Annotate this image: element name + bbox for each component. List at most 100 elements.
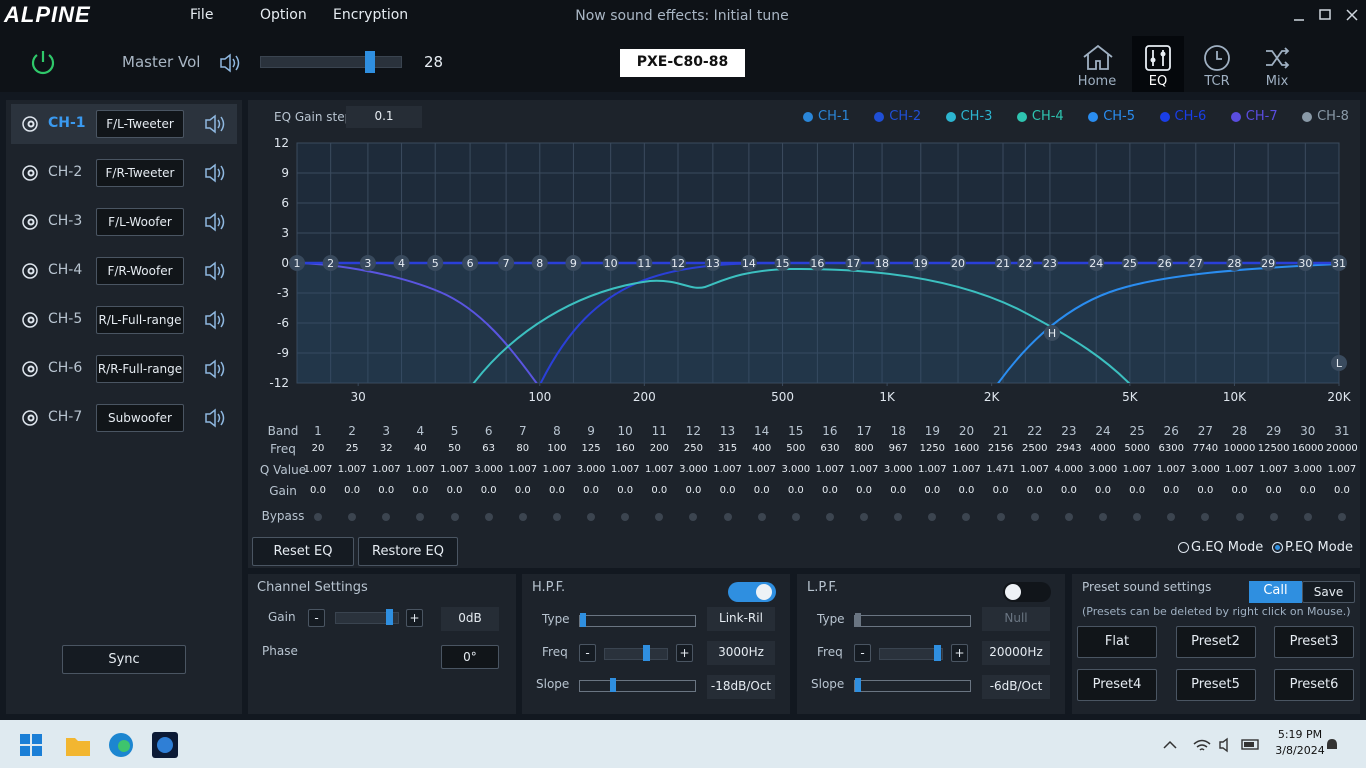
freq-value[interactable]: 20000Hz bbox=[982, 641, 1050, 665]
bypass-dot[interactable] bbox=[314, 513, 322, 521]
type-thumb[interactable] bbox=[855, 613, 861, 627]
type-slider[interactable] bbox=[854, 615, 971, 627]
gain-slider-thumb[interactable] bbox=[386, 609, 393, 625]
freq-value[interactable]: 3000Hz bbox=[707, 641, 775, 665]
bypass-dot[interactable] bbox=[416, 513, 425, 521]
bypass-dot[interactable] bbox=[860, 513, 869, 521]
channel-name[interactable]: R/R-Full-range bbox=[96, 355, 184, 383]
channel-id[interactable]: CH-7 bbox=[48, 409, 83, 425]
preset-button[interactable]: Preset5 bbox=[1175, 669, 1256, 701]
type-value[interactable]: Link-Ril bbox=[707, 607, 775, 631]
bypass-dot[interactable] bbox=[1133, 513, 1142, 521]
bypass-dot[interactable] bbox=[1064, 513, 1073, 521]
legend-label[interactable]: CH-4 bbox=[1031, 109, 1064, 124]
bypass-dot[interactable] bbox=[552, 513, 561, 521]
bypass-dot[interactable] bbox=[1235, 513, 1244, 521]
mode-radio[interactable] bbox=[1178, 542, 1189, 553]
master-vol-track[interactable] bbox=[260, 56, 402, 68]
bypass-dot[interactable] bbox=[894, 513, 903, 521]
home-icon[interactable] bbox=[1080, 43, 1116, 73]
slope-slider[interactable] bbox=[579, 680, 696, 692]
bypass-dot[interactable] bbox=[962, 513, 971, 521]
channel-speaker[interactable] bbox=[203, 259, 227, 283]
channel-name[interactable]: F/L-Woofer bbox=[96, 208, 184, 236]
call-button[interactable]: Call bbox=[1249, 581, 1302, 603]
nav-label[interactable]: EQ bbox=[1148, 74, 1168, 89]
legend-label[interactable]: CH-5 bbox=[1103, 109, 1136, 124]
channel-id[interactable]: CH-1 bbox=[48, 115, 86, 131]
bypass-dot[interactable] bbox=[996, 513, 1005, 521]
legend-label[interactable]: CH-7 bbox=[1245, 109, 1278, 124]
plus-button[interactable]: + bbox=[676, 644, 693, 662]
channel-name[interactable]: F/R-Woofer bbox=[96, 257, 184, 285]
master-vol-thumb[interactable] bbox=[365, 51, 375, 73]
preset-button[interactable]: Preset4 bbox=[1077, 669, 1157, 701]
channel-speaker[interactable] bbox=[203, 357, 227, 381]
bypass-dot[interactable] bbox=[1167, 513, 1176, 521]
legend-label[interactable]: CH-1 bbox=[818, 109, 850, 124]
bypass-dot[interactable] bbox=[484, 513, 493, 521]
bypass-dot[interactable] bbox=[689, 513, 698, 521]
channel-speaker[interactable] bbox=[203, 112, 227, 136]
slope-thumb[interactable] bbox=[855, 678, 861, 692]
channel-id[interactable]: CH-2 bbox=[48, 164, 83, 180]
bypass-dot[interactable] bbox=[450, 513, 459, 521]
plus-button[interactable]: + bbox=[406, 609, 423, 627]
gain-value[interactable]: 0dB bbox=[441, 607, 499, 631]
minus-button[interactable]: - bbox=[854, 644, 871, 662]
slope-value[interactable]: -6dB/Oct bbox=[982, 675, 1050, 699]
bypass-dot[interactable] bbox=[1269, 513, 1278, 521]
type-slider[interactable] bbox=[579, 615, 696, 627]
type-value[interactable]: Null bbox=[982, 607, 1050, 631]
sync-button[interactable]: Sync bbox=[62, 645, 186, 674]
toggle-knob[interactable] bbox=[1005, 584, 1021, 600]
minus-button[interactable]: - bbox=[579, 644, 596, 662]
type-thumb[interactable] bbox=[580, 613, 586, 627]
channel-speaker[interactable] bbox=[203, 161, 227, 185]
slope-thumb[interactable] bbox=[610, 678, 616, 692]
plus-button[interactable]: + bbox=[951, 644, 968, 662]
restore-eq-button[interactable]: Restore EQ bbox=[358, 537, 458, 566]
channel-speaker[interactable] bbox=[203, 308, 227, 332]
power-button[interactable] bbox=[28, 47, 58, 77]
bypass-dot[interactable] bbox=[518, 513, 527, 521]
bypass-dot[interactable] bbox=[723, 513, 732, 521]
menu-item[interactable]: File bbox=[190, 7, 214, 23]
tcr-icon[interactable] bbox=[1202, 43, 1232, 73]
save-button[interactable]: Save bbox=[1302, 581, 1355, 603]
bypass-dot[interactable] bbox=[791, 513, 800, 521]
freq-thumb[interactable] bbox=[643, 645, 650, 661]
bypass-dot[interactable] bbox=[348, 513, 357, 521]
channel-speaker[interactable] bbox=[203, 406, 227, 430]
channel-name[interactable]: F/L-Tweeter bbox=[96, 110, 184, 138]
preset-button[interactable]: Flat bbox=[1077, 626, 1157, 658]
menu-item[interactable]: Encryption bbox=[333, 7, 409, 23]
freq-thumb[interactable] bbox=[934, 645, 941, 661]
nav-label[interactable]: TCR bbox=[1204, 74, 1230, 89]
mode-radio[interactable] bbox=[1272, 542, 1283, 553]
bypass-dot[interactable] bbox=[587, 513, 596, 521]
freq-slider[interactable] bbox=[604, 648, 668, 660]
menu-item[interactable]: Option bbox=[260, 7, 307, 23]
channel-id[interactable]: CH-4 bbox=[48, 262, 83, 278]
bypass-dot[interactable] bbox=[655, 513, 664, 521]
nav-label[interactable]: Home bbox=[1077, 74, 1117, 89]
bypass-dot[interactable] bbox=[1337, 513, 1346, 521]
device-name[interactable]: PXE-C80-88 bbox=[620, 49, 745, 77]
legend-label[interactable]: CH-8 bbox=[1317, 109, 1349, 124]
bypass-dot[interactable] bbox=[1098, 513, 1107, 521]
channel-id[interactable]: CH-5 bbox=[48, 311, 83, 327]
bypass-dot[interactable] bbox=[1303, 513, 1312, 521]
bypass-dot[interactable] bbox=[1030, 513, 1039, 521]
channel-name[interactable]: Subwoofer bbox=[96, 404, 184, 432]
bypass-dot[interactable] bbox=[1201, 513, 1210, 521]
reset-eq-button[interactable]: Reset EQ bbox=[252, 537, 354, 566]
slope-value[interactable]: -18dB/Oct bbox=[707, 675, 775, 699]
slope-slider[interactable] bbox=[854, 680, 971, 692]
bypass-dot[interactable] bbox=[621, 513, 630, 521]
gain-step-value[interactable]: 0.1 bbox=[346, 106, 422, 128]
channel-id[interactable]: CH-3 bbox=[48, 213, 83, 229]
freq-slider[interactable] bbox=[879, 648, 943, 660]
phase-value[interactable]: 0° bbox=[441, 645, 499, 669]
preset-button[interactable]: Preset3 bbox=[1274, 626, 1354, 658]
